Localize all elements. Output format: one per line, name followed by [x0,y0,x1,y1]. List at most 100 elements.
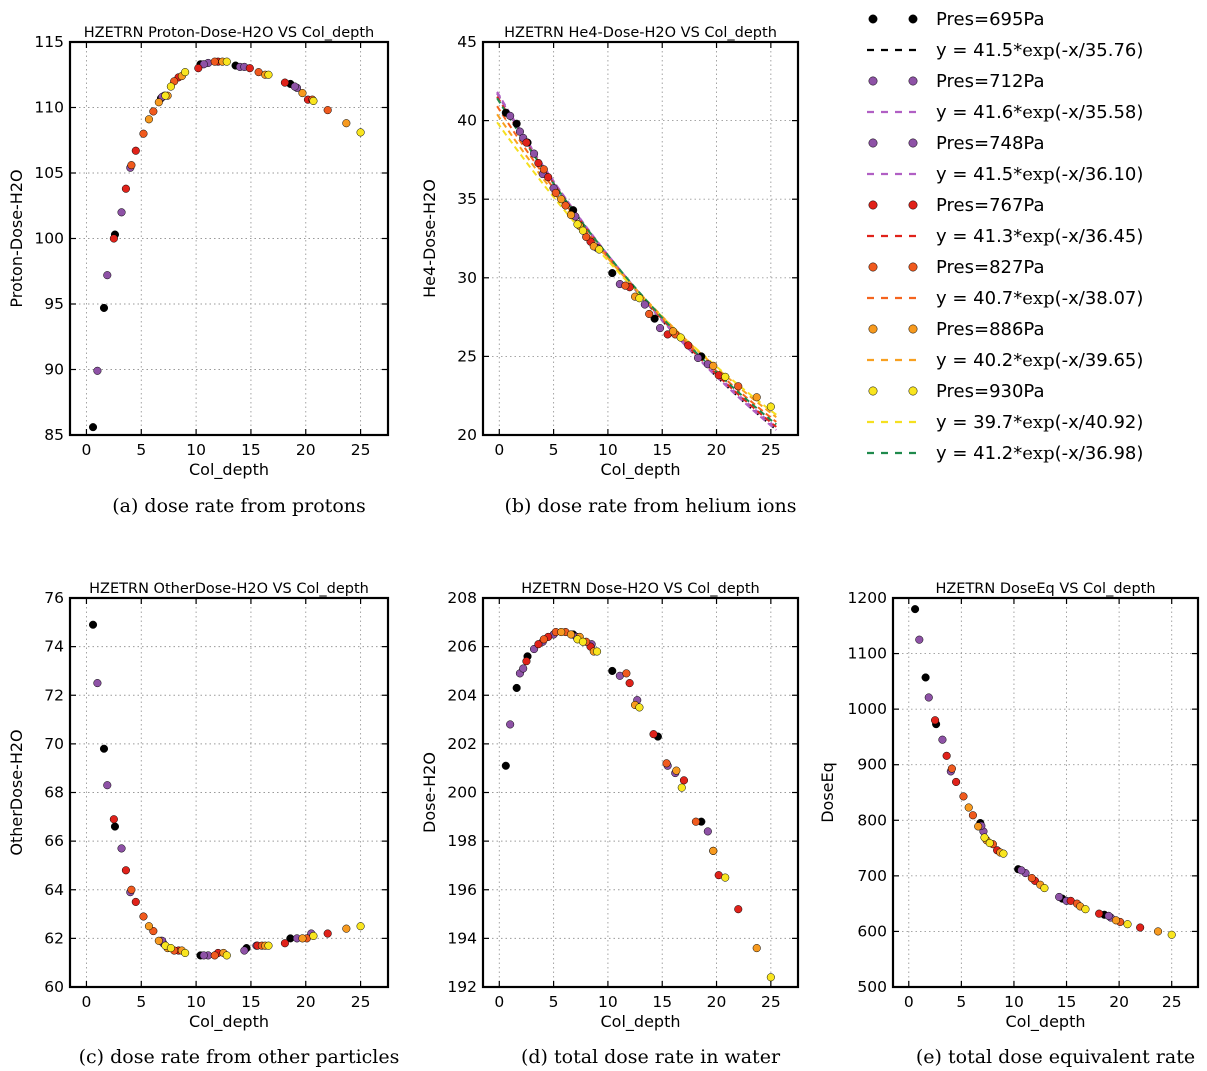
legend-entry: Pres=712Pa [868,71,1045,92]
x-axis-label: Col_depth [1006,1012,1086,1032]
y-tick-label: 115 [34,33,64,51]
data-point [561,201,570,210]
x-tick-label: 15 [241,993,261,1011]
data-point [280,78,289,87]
data-point [557,195,566,204]
figure-caption: (e) total dose equivalent rate [916,1046,1195,1068]
y-tick-label: 30 [457,269,477,287]
data-point [199,60,208,69]
data-point [1017,866,1026,875]
data-point [557,627,566,637]
x-tick-label: 20 [707,441,727,459]
legend-label: Pres=748Pa [936,133,1045,154]
x-tick-label: 20 [1109,993,1129,1011]
data-point [985,839,994,848]
legend-label: y = 39.7*exp(-x/40.92) [936,412,1143,433]
x-tick-label: 5 [549,441,559,459]
data-point [139,129,148,138]
data-point [999,849,1008,858]
y-tick-label: 800 [857,811,887,829]
y-tick-label: 40 [457,112,477,130]
data-point [709,361,718,370]
data-point [1104,911,1113,920]
data-point [323,106,332,115]
legend-label: Pres=695Pa [936,9,1045,30]
legend-label: y = 40.7*exp(-x/38.07) [936,288,1143,309]
legend-entry: Pres=930Pa [868,381,1045,402]
data-point [625,679,634,688]
x-tick-label: 25 [1162,993,1182,1011]
data-point [512,119,521,128]
y-tick-label: 72 [44,686,64,704]
legend-entry: y = 40.7*exp(-x/38.07) [867,288,1143,309]
chart-panel-5: 0 5 10 15 20 25 500 600 700 800 900 1000 1100 1200 HZE… [818,581,1200,1068]
chart-title: HZETRN Proton-Dose-H2O VS Col_depth [84,25,374,41]
y-axis-label: He4-Dose-H2O [420,179,439,298]
data-point [222,951,231,960]
data-point [131,146,140,155]
data-point [323,929,332,938]
figure-caption: (b) dose rate from helium ions [504,495,796,517]
legend-entry: y = 41.5*exp(-x/35.76) [867,40,1143,61]
legend-eq-prefix: y = 41.5* [936,164,1022,185]
legend-eq-suffix: (-x/39.65) [1055,350,1144,371]
data-point [662,759,671,768]
data-point [181,68,190,77]
data-point [530,149,539,158]
data-point [245,64,254,73]
data-point [131,897,140,906]
data-point [103,781,112,790]
y-tick-label: 600 [857,922,887,940]
data-point [608,666,617,675]
legend-marker [908,324,918,334]
data-point [154,98,163,107]
y-tick-label: 105 [34,164,64,182]
x-axis-label: Col_depth [189,1012,269,1032]
x-tick-label: 5 [956,993,966,1011]
data-point [566,210,576,219]
data-point [703,827,712,836]
legend-label: y = 40.2*exp(-x/39.65) [936,350,1143,371]
legend-entry: y = 41.2*exp(-x/36.98) [867,443,1143,464]
data-point [1136,923,1145,932]
legend-eq-func: exp [1022,40,1054,61]
figure-caption: (a) dose rate from protons [112,495,366,517]
legend-label: y = 41.2*exp(-x/36.98) [936,443,1143,464]
data-point [121,184,130,193]
data-point [109,234,118,243]
data-point [679,776,688,785]
data-point [117,844,126,853]
data-point [1167,930,1176,939]
data-point [551,188,560,197]
legend-eq-prefix: y = 41.3* [936,226,1022,247]
data-point [968,811,977,820]
legend-entry: y = 41.5*exp(-x/36.10) [867,164,1143,185]
data-point [734,905,743,914]
legend-marker [868,138,878,148]
x-tick-label: 10 [186,441,206,459]
data-point [931,716,940,725]
legend-entry: Pres=767Pa [868,195,1045,216]
x-tick-label: 0 [494,441,504,459]
legend-marker [908,386,918,396]
x-tick-label: 20 [707,993,727,1011]
data-point [1027,874,1036,883]
x-tick-label: 10 [598,441,618,459]
data-point [149,107,158,116]
x-tick-label: 20 [296,993,316,1011]
x-axis-label: Col_depth [601,1012,681,1032]
legend-marker [868,324,878,334]
legend-entry: y = 39.7*exp(-x/40.92) [867,412,1143,433]
y-tick-label: 62 [44,929,64,947]
y-tick-label: 1000 [848,700,887,718]
x-tick-label: 5 [136,441,146,459]
data-point [290,82,299,91]
data-point [1081,905,1090,914]
data-point [1095,909,1104,918]
data-point [694,353,703,363]
x-tick-label: 10 [186,993,206,1011]
data-point [942,751,951,760]
legend-eq-suffix: (-x/38.07) [1055,288,1144,309]
y-axis-label: Dose-H2O [420,752,439,833]
data-point [640,300,649,309]
